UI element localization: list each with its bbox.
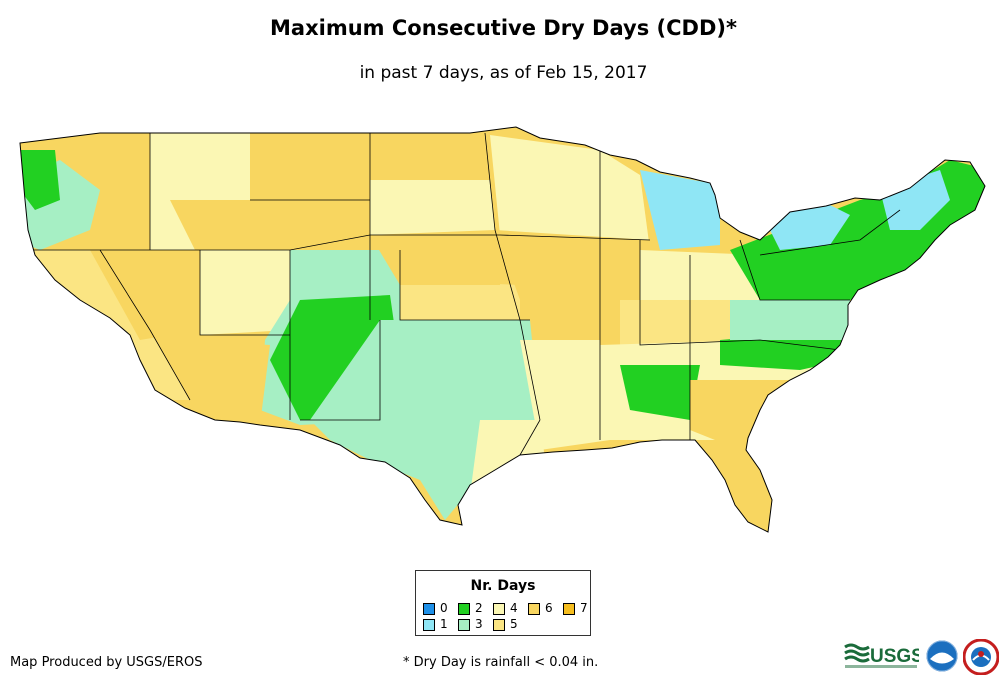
usgs-logo: USGS	[844, 643, 919, 668]
legend-title: Nr. Days	[470, 578, 536, 594]
legend: Nr. Days 0 1 2 3 4 5 6 7	[415, 570, 591, 636]
legend-item-5: 5	[493, 618, 518, 632]
legend-swatch	[493, 602, 505, 615]
svg-text:USGS: USGS	[870, 646, 919, 667]
legend-swatch	[493, 618, 505, 631]
dry-day-footnote: * Dry Day is rainfall < 0.04 in.	[403, 655, 599, 670]
legend-swatch	[423, 618, 435, 631]
map-credit: Map Produced by USGS/EROS	[10, 655, 203, 670]
legend-item-3: 3	[458, 618, 483, 632]
legend-swatch	[458, 602, 470, 615]
legend-swatch	[563, 602, 575, 615]
legend-item-1: 1	[423, 618, 448, 632]
legend-item-7: 7	[563, 602, 588, 616]
map-subtitle: in past 7 days, as of Feb 15, 2017	[359, 63, 648, 83]
nws-logo	[963, 639, 999, 675]
legend-item-0: 0	[423, 602, 448, 616]
legend-swatch	[528, 602, 540, 615]
map-title: Maximum Consecutive Dry Days (CDD)*	[270, 16, 737, 40]
legend-swatch	[423, 602, 435, 615]
legend-item-2: 2	[458, 602, 483, 616]
legend-item-4: 4	[493, 602, 518, 616]
noaa-logo	[926, 640, 958, 672]
legend-item-6: 6	[528, 602, 553, 616]
legend-swatch	[458, 618, 470, 631]
